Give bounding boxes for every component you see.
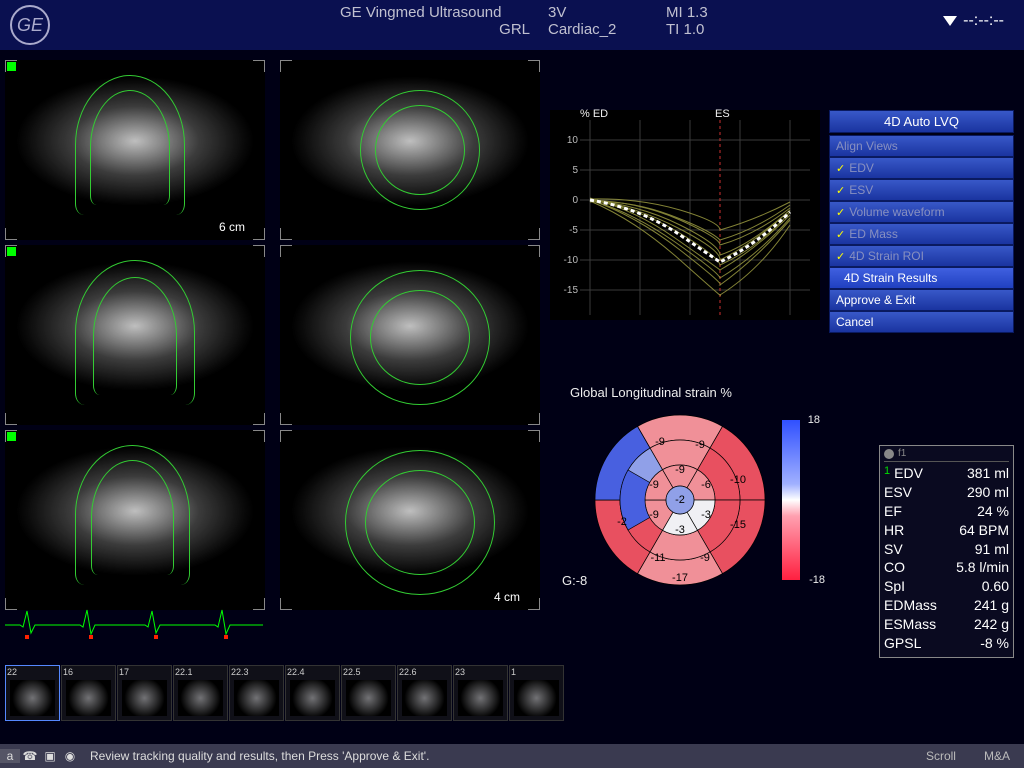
ge-logo-icon: GE	[10, 5, 50, 45]
thumbnail[interactable]: 17	[117, 665, 172, 721]
result-row: SpI0.60	[884, 577, 1009, 596]
thumbnail[interactable]: 22.1	[173, 665, 228, 721]
result-row: CO5.8 l/min	[884, 558, 1009, 577]
result-row: ESMass242 g	[884, 615, 1009, 634]
vendor: GE Vingmed Ultrasound	[340, 4, 530, 21]
us-view-sax-3[interactable]: 4 cm	[280, 430, 540, 610]
thumbnail[interactable]: 22.6	[397, 665, 452, 721]
ma-button[interactable]: M&A	[970, 749, 1024, 763]
bullseye-plot: 18 -18 G:-8 -2 -9 -6 -3 -3 -9 -9 -9 -10 …	[590, 410, 770, 590]
us-view-apical-2[interactable]	[5, 245, 265, 425]
check-icon: ✓	[836, 250, 845, 263]
workflow-menu: 4D Auto LVQ Align Views✓EDV✓ESV✓Volume w…	[829, 110, 1014, 333]
strain-curve-svg	[580, 120, 810, 315]
thumbnail[interactable]: 22.4	[285, 665, 340, 721]
global-strain: G:-8	[562, 573, 587, 588]
result-row: GPSL-8 %	[884, 634, 1009, 653]
mi: MI 1.3	[666, 4, 746, 21]
footer-message: Review tracking quality and results, the…	[80, 749, 912, 763]
footer: a ☎ ▣ ◉ Review tracking quality and resu…	[0, 744, 1024, 768]
result-row: SV91 ml	[884, 540, 1009, 559]
menu-title: 4D Auto LVQ	[829, 110, 1014, 133]
scale-label: 4 cm	[494, 590, 520, 604]
check-icon: ✓	[836, 206, 845, 219]
thumbnail[interactable]: 22	[5, 665, 60, 721]
ecg-trace	[5, 605, 265, 640]
result-row: 1EDV381 ml	[884, 464, 1009, 483]
menu-item[interactable]: Align Views	[829, 135, 1014, 157]
scale-label: 6 cm	[219, 220, 245, 234]
check-icon: ✓	[836, 184, 845, 197]
menu-item[interactable]: ✓ED Mass	[829, 223, 1014, 245]
header-time: --:--:--	[943, 12, 1004, 30]
scroll-button[interactable]: Scroll	[912, 749, 970, 763]
menu-item[interactable]: Approve & Exit	[829, 289, 1014, 311]
us-view-apical-3[interactable]	[5, 430, 265, 610]
preset: Cardiac_2	[548, 21, 648, 38]
menu-item[interactable]: ✓4D Strain ROI	[829, 245, 1014, 267]
thumbnail[interactable]: 22.3	[229, 665, 284, 721]
result-row: EF24 %	[884, 502, 1009, 521]
header-info: GE Vingmed Ultrasound 3V MI 1.3 GRL Card…	[340, 4, 746, 38]
footer-icon-1[interactable]: ☎	[20, 749, 40, 763]
bullseye-panel: Global Longitudinal strain % 18 -18 G:-8…	[550, 385, 830, 590]
check-icon: ✓	[836, 162, 845, 175]
thumbnail-strip: 22161722.122.322.422.522.6231	[5, 665, 1019, 725]
menu-item[interactable]: ✓EDV	[829, 157, 1014, 179]
us-view-apical-1[interactable]: 6 cm	[5, 60, 265, 240]
us-view-sax-2[interactable]	[280, 245, 540, 425]
result-row: HR64 BPM	[884, 521, 1009, 540]
strain-curves-chart: % ED ES 10 5 0 -5 -10 -15	[550, 110, 820, 320]
result-row: EDMass241 g	[884, 596, 1009, 615]
menu-item[interactable]: ✓Volume waveform	[829, 201, 1014, 223]
results-dot-icon	[884, 449, 894, 459]
result-row: ESV290 ml	[884, 483, 1009, 502]
bullseye-title: Global Longitudinal strain %	[550, 385, 830, 400]
us-view-sax-1[interactable]	[280, 60, 540, 240]
footer-icon-3[interactable]: ◉	[60, 749, 80, 763]
vendor2: GRL	[340, 21, 530, 38]
check-icon: ✓	[836, 228, 845, 241]
menu-item[interactable]: ✓ESV	[829, 179, 1014, 201]
header: GE GE Vingmed Ultrasound 3V MI 1.3 GRL C…	[0, 0, 1024, 50]
menu-item[interactable]: Cancel	[829, 311, 1014, 333]
thumbnail[interactable]: 16	[61, 665, 116, 721]
menu-item[interactable]: 4D Strain Results	[829, 267, 1014, 289]
probe: 3V	[548, 4, 648, 21]
results-table: f1 1EDV381 mlESV290 mlEF24 %HR64 BPMSV91…	[879, 445, 1014, 658]
marker-icon	[943, 16, 957, 26]
ti: TI 1.0	[666, 21, 746, 38]
footer-icon-2[interactable]: ▣	[40, 749, 60, 763]
thumbnail[interactable]: 1	[509, 665, 564, 721]
thumbnail[interactable]: 22.5	[341, 665, 396, 721]
bullseye-colorbar	[782, 420, 800, 580]
footer-a[interactable]: a	[0, 749, 20, 763]
thumbnail[interactable]: 23	[453, 665, 508, 721]
